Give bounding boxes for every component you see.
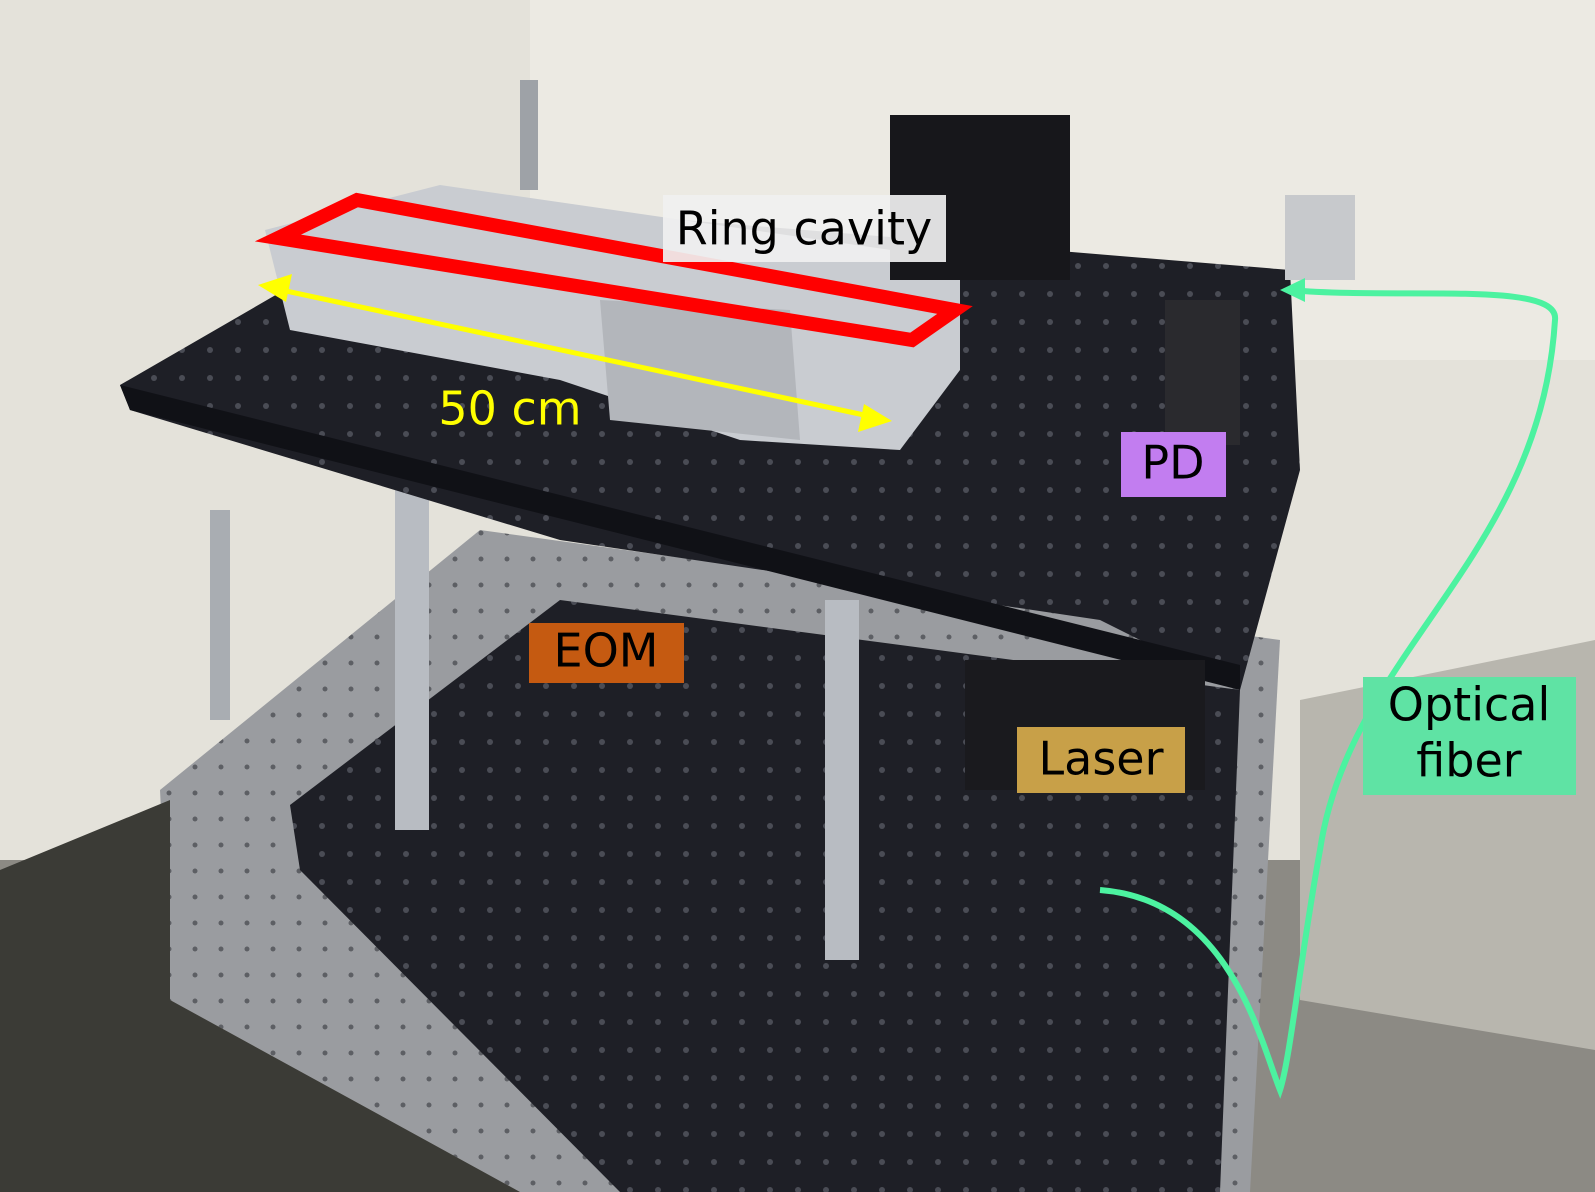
photodetector (1165, 300, 1240, 445)
rod (210, 510, 230, 720)
pd-label: PD (1141, 436, 1204, 490)
pillar (395, 480, 429, 830)
rod (520, 80, 538, 190)
optical-fiber-label: fiber (1416, 734, 1521, 788)
photo: Ring cavity 50 cm PD EOM Laser Optical f… (0, 0, 1595, 1192)
page: Ring cavity 50 cm PD EOM Laser Optical f… (0, 0, 1595, 1192)
length-label: 50 cm (438, 382, 581, 436)
laser-label: Laser (1039, 732, 1164, 786)
ring-cavity-label: Ring cavity (676, 202, 932, 256)
eom-label: EOM (554, 624, 659, 678)
optical-fiber-label: Optical (1388, 678, 1550, 732)
pillar (825, 600, 859, 960)
fiber-coupler (1285, 195, 1355, 280)
